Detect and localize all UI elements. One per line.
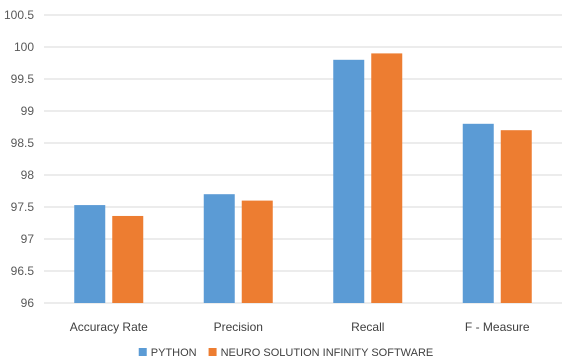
legend-swatch xyxy=(208,348,217,356)
bar xyxy=(371,53,403,304)
legend-label: PYTHON xyxy=(151,347,197,359)
bar xyxy=(500,130,532,303)
y-tick-label: 96.5 xyxy=(11,264,35,278)
y-tick-label: 100 xyxy=(14,40,34,54)
y-tick-label: 97.5 xyxy=(11,200,35,214)
legend-swatch xyxy=(138,348,147,356)
bar xyxy=(74,205,106,303)
y-axis-ticks: 96 96.5 97 97.5 98 98.5 99 99.5 100 100.5 xyxy=(4,8,34,310)
bar xyxy=(462,123,494,303)
x-tick-label: F - Measure xyxy=(465,320,530,334)
bar xyxy=(203,194,235,303)
bar-series xyxy=(74,53,532,304)
y-tick-label: 98.5 xyxy=(11,136,35,150)
legend-label: NEURO SOLUTION INFINITY SOFTWARE xyxy=(221,347,434,359)
x-tick-label: Recall xyxy=(351,320,384,334)
y-tick-label: 99.5 xyxy=(11,72,35,86)
legend: PYTHON NEURO SOLUTION INFINITY SOFTWARE xyxy=(138,347,434,359)
x-axis-labels: Accuracy Rate Precision Recall F - Measure xyxy=(70,320,530,334)
y-tick-label: 96 xyxy=(21,296,35,310)
y-tick-label: 100.5 xyxy=(4,8,34,22)
x-tick-label: Precision xyxy=(214,320,263,334)
bar xyxy=(241,200,273,303)
y-tick-label: 99 xyxy=(21,104,35,118)
y-tick-label: 98 xyxy=(21,168,35,182)
x-tick-label: Accuracy Rate xyxy=(70,320,148,334)
bar xyxy=(333,59,365,303)
y-tick-label: 97 xyxy=(21,232,35,246)
bar xyxy=(112,215,144,303)
